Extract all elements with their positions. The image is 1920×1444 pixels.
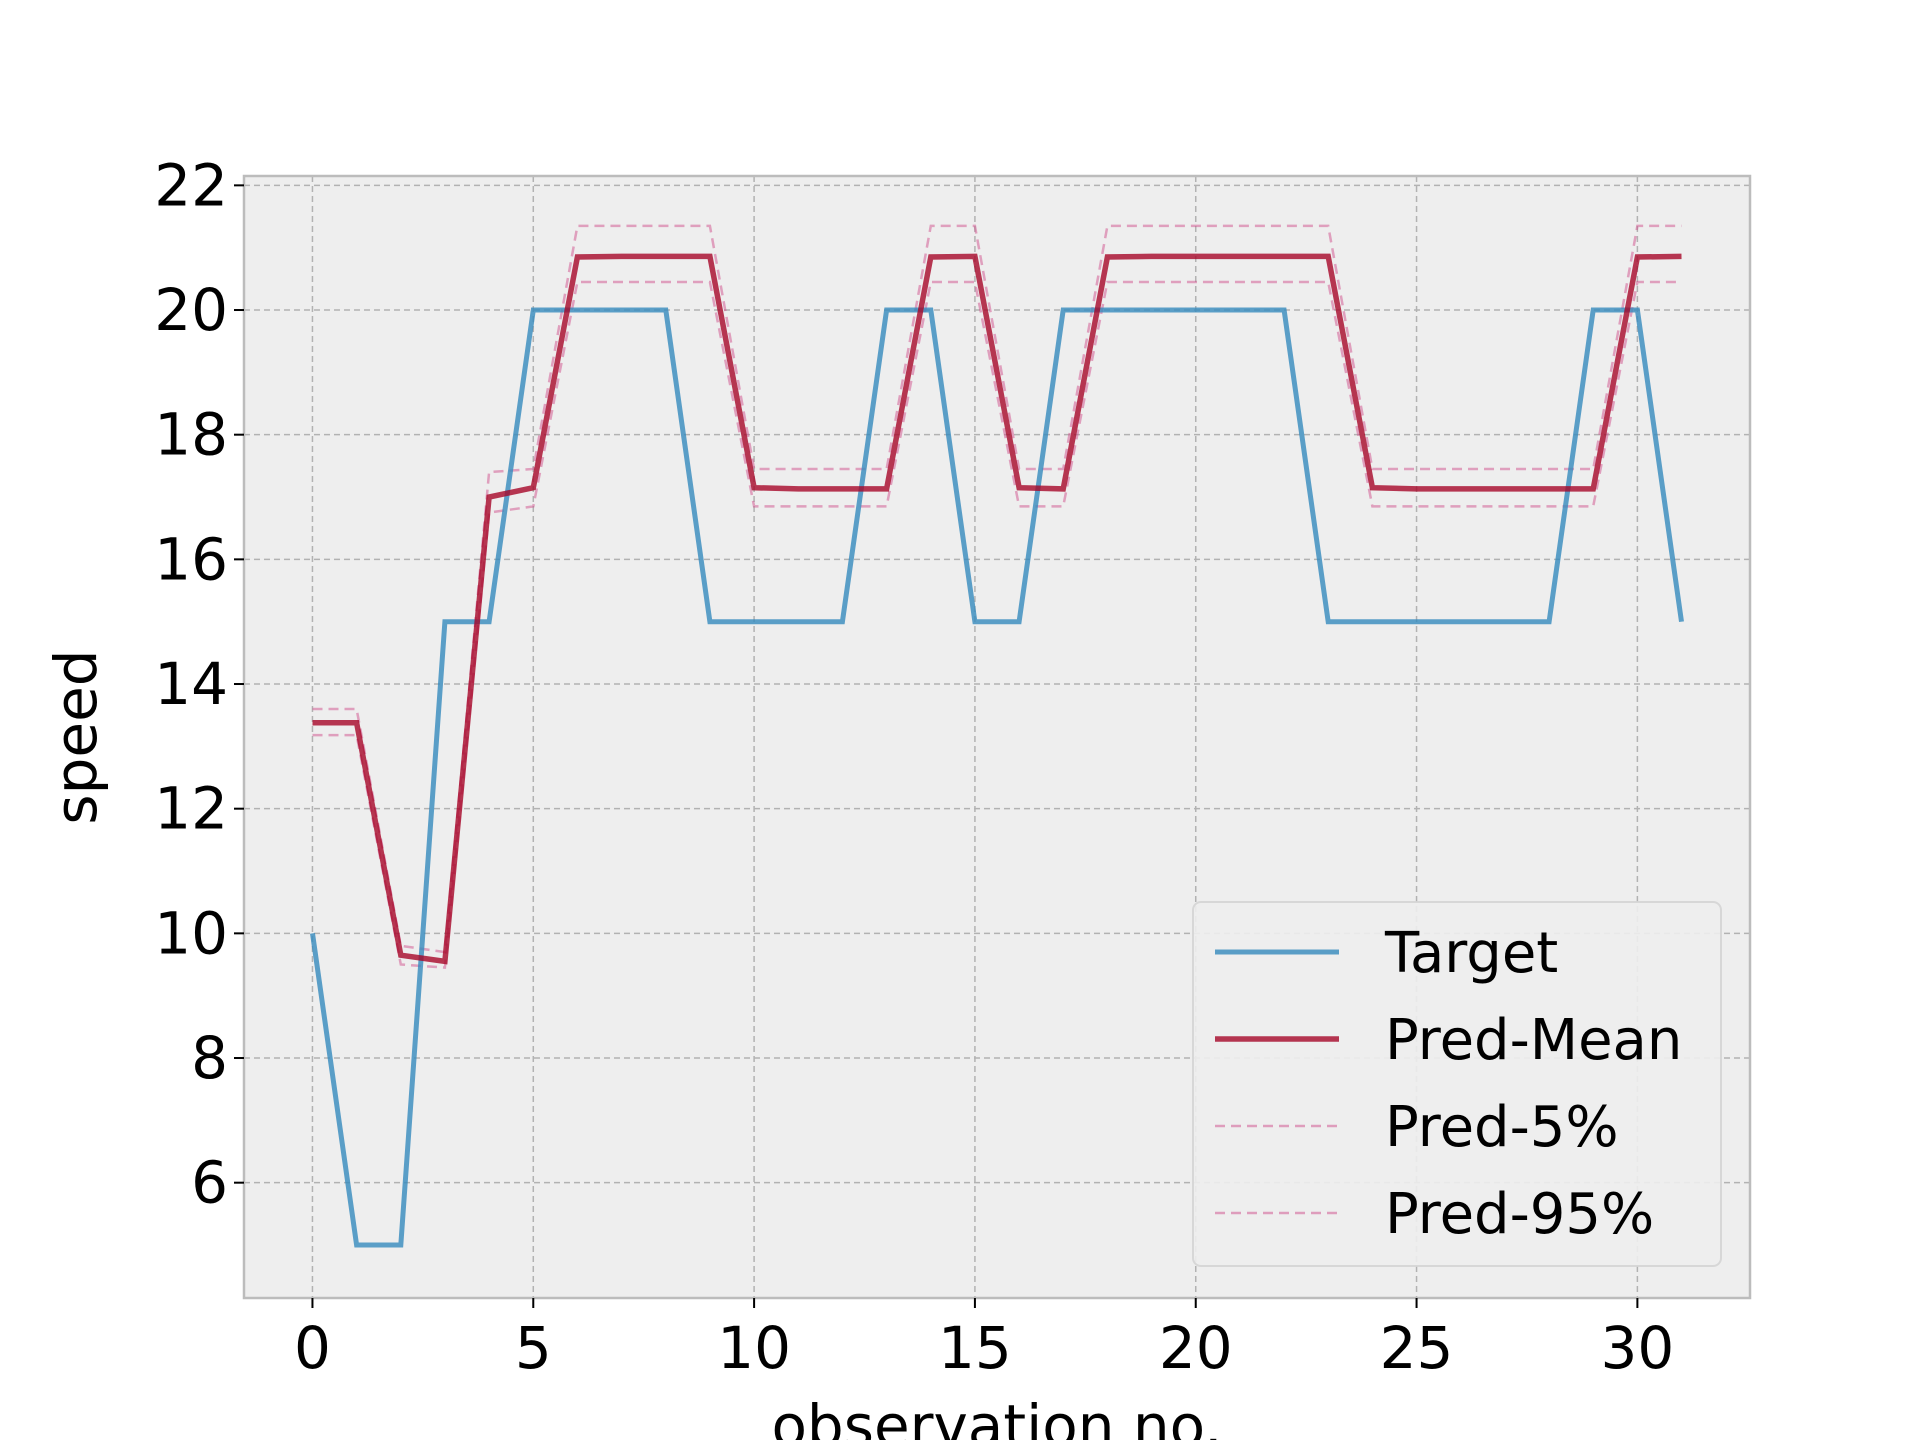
- series-line-target: [310, 307, 1684, 1248]
- x-tick-label: 20: [1159, 1314, 1233, 1382]
- y-tick-label: 14: [154, 650, 228, 718]
- y-tick-label: 16: [154, 525, 228, 593]
- legend-label: Pred-95%: [1385, 1182, 1654, 1247]
- x-tick-label: 25: [1380, 1314, 1454, 1382]
- series-line-pred-95-: [312, 224, 1682, 954]
- x-tick-label: 30: [1600, 1314, 1674, 1382]
- legend-label: Pred-Mean: [1385, 1008, 1682, 1073]
- legend-label: Target: [1384, 921, 1558, 986]
- x-tick-label: 10: [717, 1314, 791, 1382]
- legend-box: [1192, 901, 1722, 1267]
- y-tick-label: 22: [154, 151, 228, 219]
- series-line-pred-mean: [312, 253, 1682, 965]
- y-tick-label: 20: [154, 276, 228, 344]
- y-tick-label: 10: [154, 899, 228, 967]
- y-axis-label: speed: [42, 649, 110, 824]
- grid: [244, 176, 1750, 1298]
- x-tick-label: 0: [294, 1314, 331, 1382]
- x-axis-label: observation no.: [771, 1392, 1222, 1440]
- legend: Target Pred-Mean Pred-5% Pred-95%: [1192, 901, 1722, 1267]
- y-tick-label: 6: [191, 1149, 228, 1217]
- series-line-pred-5-: [312, 280, 1682, 969]
- legend-label: Pred-5%: [1385, 1095, 1619, 1160]
- series-layer: [310, 224, 1684, 1248]
- axis-ticks: 0 5 10 15 20 25 30 6 8 10 12 14 16 18 20 22: [154, 151, 1674, 1382]
- y-tick-label: 18: [154, 401, 228, 469]
- y-tick-label: 12: [154, 775, 228, 843]
- x-tick-label: 5: [515, 1314, 552, 1382]
- plot-frame: [242, 174, 1752, 1300]
- y-tick-label: 8: [191, 1024, 228, 1092]
- x-tick-label: 15: [938, 1314, 1012, 1382]
